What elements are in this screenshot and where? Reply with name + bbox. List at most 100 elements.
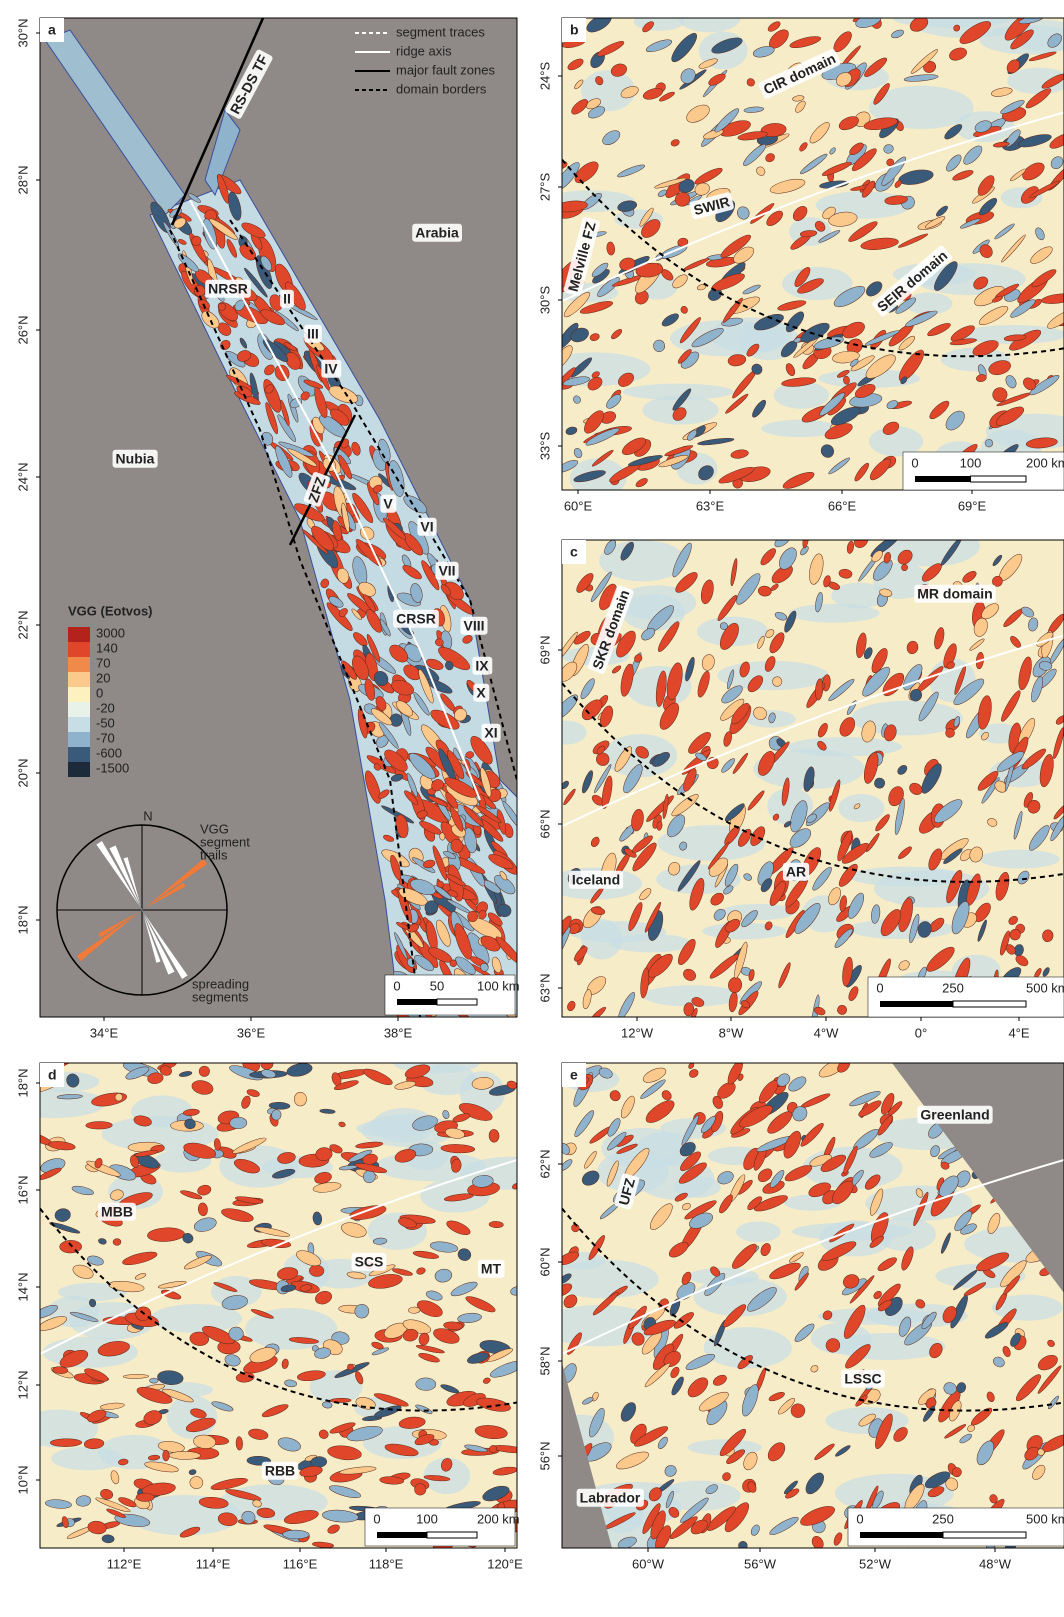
y-tick-label: 69°N: [537, 635, 552, 664]
vgg-swatch: [68, 732, 90, 747]
body: a30°N28°N26°N24°N22°N20°N18°N34°E36°E38°…: [0, 0, 1064, 1612]
map: [541, 1055, 1064, 1560]
x-tick-label: 120°E: [487, 1556, 523, 1571]
x-tick-label: 12°W: [621, 1025, 654, 1040]
y-tick-label: 18°N: [15, 905, 30, 934]
annotation-label: SCS: [355, 1254, 384, 1270]
vgg-swatch: [68, 762, 90, 777]
annotation-label: AR: [786, 864, 806, 880]
annotation-label: RBB: [265, 1463, 295, 1479]
annotation-label: Iceland: [572, 872, 620, 888]
panel-label: a: [48, 22, 56, 38]
annotation-label: CRSR: [396, 611, 436, 627]
vgg-level-label: -20: [96, 700, 115, 715]
vgg-level-label: 3000: [96, 625, 125, 640]
annotation: IV: [321, 360, 341, 378]
annotation: NRSR: [205, 280, 251, 298]
annotation: III: [304, 325, 322, 343]
annotation: SCS: [352, 1253, 387, 1271]
y-tick-label: 66°N: [537, 809, 552, 838]
scale-label: 0: [856, 1511, 863, 1526]
y-tick-label: 20°N: [15, 758, 30, 787]
anomaly: [50, 1439, 82, 1447]
annotation-label: V: [383, 496, 393, 512]
x-tick-label: 38°E: [384, 1025, 413, 1040]
annotation-label: Greenland: [920, 1107, 989, 1123]
vgg-level-label: -600: [96, 745, 122, 760]
anomaly: [86, 1121, 113, 1129]
annotation: Arabia: [412, 224, 462, 242]
panel-label: c: [570, 544, 578, 560]
legend-label: major fault zones: [396, 62, 495, 77]
scale-label: 500 km: [1026, 1511, 1064, 1526]
scale-bar-white: [971, 476, 1027, 482]
annotation-label: XI: [484, 725, 497, 741]
annotation-label: MR domain: [917, 586, 992, 602]
anomaly: [294, 1092, 307, 1106]
annotation-label: IX: [475, 658, 489, 674]
vgg-swatch: [68, 747, 90, 762]
scale-label: 250: [932, 1511, 954, 1526]
y-tick-label: 56°N: [537, 1441, 552, 1470]
annotation: Iceland: [569, 871, 623, 889]
map: [40, 18, 524, 1030]
annotation-label: Labrador: [580, 1490, 641, 1506]
anomaly: [149, 1378, 158, 1383]
scale-label: 100 km: [477, 978, 520, 993]
annotation: MBB: [98, 1203, 136, 1221]
annotation-label: NRSR: [208, 281, 248, 297]
anomaly: [169, 1451, 201, 1459]
anomaly: [60, 1240, 82, 1253]
vgg-swatch: [68, 642, 90, 657]
vgg-legend-title: VGG (Eotvos): [68, 603, 153, 618]
legend-label: ridge axis: [396, 43, 452, 58]
anomaly: [260, 1058, 273, 1070]
annotation: LSSC: [841, 1370, 884, 1388]
annotation-label: MBB: [101, 1204, 133, 1220]
annotation: MT: [478, 1260, 505, 1278]
rose-label: trails: [200, 847, 228, 862]
rose-label: segments: [192, 989, 249, 1004]
low-anomaly: [980, 850, 1060, 869]
scale-label: 0: [876, 980, 883, 995]
annotation: CRSR: [393, 610, 439, 628]
x-tick-label: 114°E: [196, 1556, 231, 1571]
annotation-label: Nubia: [116, 451, 155, 467]
y-tick-label: 30°S: [537, 286, 552, 315]
map: [2, 1054, 562, 1555]
x-tick-label: 0°: [915, 1025, 927, 1040]
annotation: MR domain: [914, 585, 995, 603]
vgg-swatch: [68, 672, 90, 687]
low-anomaly: [623, 384, 734, 400]
annotation: V: [380, 495, 396, 513]
low-anomaly: [787, 737, 902, 756]
annotation-label: VIII: [463, 618, 484, 634]
anomaly: [123, 1374, 149, 1378]
scale-label: 250: [942, 980, 964, 995]
y-tick-label: 10°N: [15, 1465, 30, 1494]
scale-bar-white: [437, 999, 477, 1005]
scale-bar-black: [397, 999, 437, 1005]
y-tick-label: 18°N: [15, 1068, 30, 1097]
vgg-level-label: 0: [96, 685, 103, 700]
vgg-swatch: [68, 717, 90, 732]
y-tick-label: 24°S: [537, 62, 552, 91]
vgg-swatch: [68, 657, 90, 672]
anomaly: [230, 1117, 247, 1129]
annotation: II: [280, 290, 294, 308]
annotation-label: IV: [324, 361, 338, 377]
annotation-label: VII: [438, 563, 455, 579]
x-tick-label: 52°W: [859, 1556, 892, 1571]
y-tick-label: 28°N: [15, 165, 30, 194]
low-anomaly: [545, 721, 586, 745]
scale-label: 50: [430, 978, 444, 993]
scale-label: 100: [960, 455, 982, 470]
x-tick-label: 48°W: [979, 1556, 1012, 1571]
x-tick-label: 63°E: [696, 498, 725, 513]
scale-bar-white: [953, 1001, 1026, 1007]
legend-label: domain borders: [396, 81, 487, 96]
anomaly: [408, 1307, 420, 1314]
anomaly: [136, 1493, 154, 1502]
vgg-swatch: [68, 627, 90, 642]
x-tick-label: 4°W: [814, 1025, 839, 1040]
